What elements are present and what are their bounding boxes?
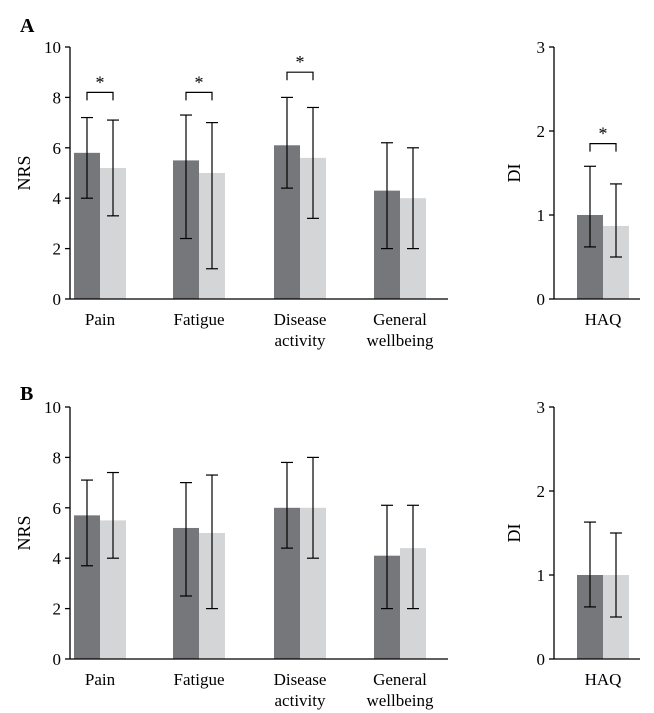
y-tick-label: 1	[537, 566, 546, 585]
x-tick-label: HAQ	[585, 670, 622, 689]
y-tick-label: 0	[537, 650, 546, 669]
significance-star: *	[195, 72, 204, 92]
x-tick-label: Fatigue	[174, 670, 225, 689]
x-tick-label: activity	[275, 331, 326, 350]
y-tick-label: 1	[537, 206, 546, 225]
y-axis-label: NRS	[14, 515, 34, 550]
x-tick-label: HAQ	[585, 310, 622, 329]
x-tick-label: activity	[275, 691, 326, 710]
x-tick-label: General	[373, 670, 427, 689]
y-tick-label: 2	[53, 240, 62, 259]
significance-bracket	[185, 91, 213, 101]
panel-label: B	[20, 383, 33, 405]
panel-label: A	[20, 15, 35, 37]
y-tick-label: 0	[537, 290, 546, 309]
y-tick-label: 10	[44, 398, 61, 417]
x-tick-label: Disease	[274, 670, 327, 689]
significance-star: *	[96, 72, 105, 92]
y-tick-label: 6	[53, 139, 62, 158]
significance-bracket	[286, 71, 314, 81]
chart-panel-1: * 0 1 2 3 DI HAQ	[504, 38, 640, 329]
significance-star: *	[296, 52, 305, 72]
significance-bracket	[86, 91, 114, 101]
chart-panel-3: 0 1 2 3 DI HAQ	[504, 398, 640, 689]
y-tick-label: 3	[537, 38, 546, 57]
x-tick-label: Disease	[274, 310, 327, 329]
y-tick-label: 0	[53, 290, 62, 309]
y-axis-label: NRS	[14, 155, 34, 190]
y-axis-label: DI	[504, 164, 524, 183]
y-tick-label: 8	[53, 448, 62, 467]
y-axis-label: DI	[504, 524, 524, 543]
significance-star: *	[599, 124, 608, 144]
y-tick-label: 4	[53, 549, 62, 568]
x-tick-label: General	[373, 310, 427, 329]
significance-bracket	[589, 143, 617, 152]
x-tick-label: wellbeing	[366, 691, 434, 710]
chart-panel-0: A * * * 0 2 4 6 8 10 NRS Pain Fatigue Disease activity…	[14, 15, 448, 350]
y-tick-label: 6	[53, 499, 62, 518]
x-tick-label: wellbeing	[366, 331, 434, 350]
x-tick-label: Pain	[85, 670, 116, 689]
x-tick-label: Fatigue	[174, 310, 225, 329]
y-tick-label: 2	[537, 122, 546, 141]
y-tick-label: 2	[53, 600, 62, 619]
y-tick-label: 0	[53, 650, 62, 669]
y-tick-label: 3	[537, 398, 546, 417]
y-tick-label: 4	[53, 189, 62, 208]
y-tick-label: 10	[44, 38, 61, 57]
y-tick-label: 8	[53, 88, 62, 107]
y-tick-label: 2	[537, 482, 546, 501]
x-tick-label: Pain	[85, 310, 116, 329]
chart-panel-2: B 0 2 4 6 8 10 NRS Pain Fatigue Disease activity Gen…	[14, 383, 448, 710]
